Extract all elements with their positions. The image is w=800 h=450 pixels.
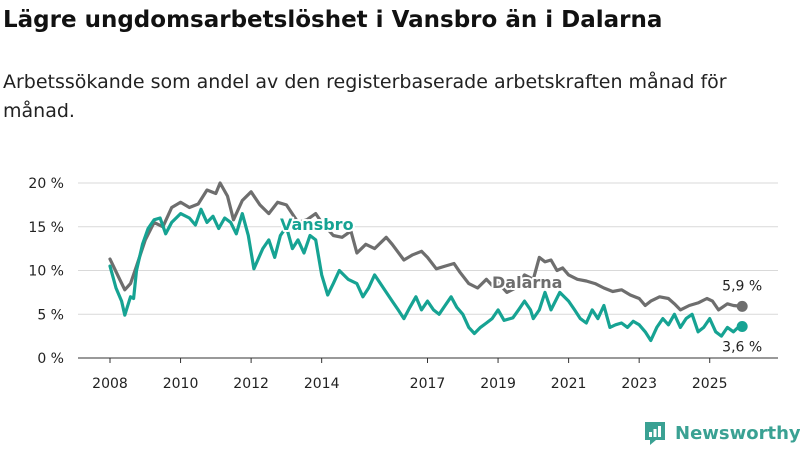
brand-logo: Newsworthy <box>643 418 800 448</box>
end-point-vansbro <box>736 321 748 332</box>
series-line-vansbro <box>108 207 744 343</box>
gridlines <box>78 182 778 315</box>
end-value-dalarna: 5,9 % <box>722 278 762 294</box>
labels: Dalarna Vansbro 5,9 % 3,6 % <box>278 213 764 357</box>
series-label-vansbro: Vansbro <box>280 215 354 234</box>
x-tick-label: 2021 <box>551 376 587 392</box>
x-tick-label: 2012 <box>233 376 269 392</box>
x-tick-label: 2014 <box>304 376 340 392</box>
y-tick-label: 15 % <box>28 220 64 236</box>
y-tick-label: 5 % <box>37 307 64 323</box>
x-tick-label: 2019 <box>480 376 516 392</box>
end-value-vansbro: 3,6 % <box>722 340 762 356</box>
series-label-dalarna: Dalarna <box>492 273 562 292</box>
series <box>108 181 748 343</box>
x-tick-label: 2017 <box>410 376 446 392</box>
y-tick-label: 20 % <box>28 176 64 192</box>
x-tick-label: 2010 <box>163 376 199 392</box>
end-point-dalarna <box>736 300 748 312</box>
chart-title: Lägre ungdomsarbetslöshet i Vansbro än i… <box>3 7 663 33</box>
chart-subtitle: Arbetssökande som andel av den registerb… <box>3 71 727 122</box>
x-tick-label: 2023 <box>621 376 657 392</box>
x-tick-label: 2025 <box>692 376 728 392</box>
x-tick-label: 2008 <box>92 376 128 392</box>
y-tick-label: 10 % <box>28 264 64 280</box>
axes: 0 % 5 % 10 % 15 % 20 % 2008 2010 2012 2014 2017 20… <box>28 176 778 392</box>
brand-name: Newsworthy <box>675 422 800 444</box>
newsworthy-logo-icon <box>645 422 665 445</box>
series-line-dalarna <box>108 181 744 312</box>
y-tick-label: 0 % <box>37 351 64 367</box>
